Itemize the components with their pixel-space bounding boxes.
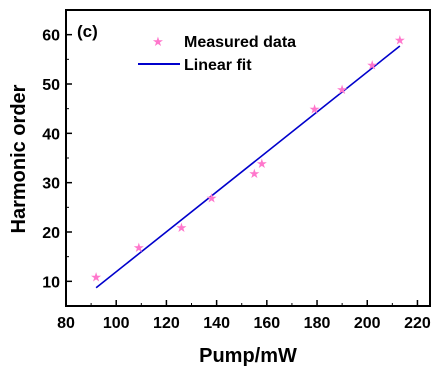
linear-fit-line <box>95 45 401 289</box>
y-tick-label: 40 <box>42 126 60 143</box>
x-tick-label: 140 <box>203 315 230 332</box>
legend: ★ Measured data Linear fit <box>138 34 296 74</box>
legend-star-marker: ★ <box>152 34 164 49</box>
legend-label-measured: Measured data <box>184 34 296 51</box>
legend-label-fit: Linear fit <box>184 57 252 74</box>
x-tick-label: 80 <box>57 315 75 332</box>
y-tick-label: 60 <box>42 28 60 45</box>
measured-point: ★ <box>133 240 145 255</box>
plot-frame <box>65 9 431 307</box>
x-tick-label: 180 <box>304 315 331 332</box>
measured-point: ★ <box>206 190 218 205</box>
y-tick-label: 50 <box>42 77 60 94</box>
y-axis-title: Harmonic order <box>8 84 30 233</box>
chart-marks: ★★★★★★★★★★ <box>90 33 406 289</box>
x-tick-label: 220 <box>404 315 431 332</box>
measured-point: ★ <box>248 166 260 181</box>
measured-point: ★ <box>394 33 406 48</box>
panel-label: (c) <box>77 22 98 41</box>
y-tick-label: 20 <box>42 225 60 242</box>
y-tick-label: 10 <box>42 274 60 291</box>
y-tick-label: 30 <box>42 176 60 193</box>
x-tick-label: 160 <box>253 315 280 332</box>
x-axis-title: Pump/mW <box>199 345 297 367</box>
x-tick-label: 120 <box>153 315 180 332</box>
measured-point: ★ <box>309 102 321 117</box>
measured-point: ★ <box>256 156 268 171</box>
measured-point: ★ <box>336 82 348 97</box>
axis-ticks: 80 100 120 140 160 180 200 220 10 20 30 40 50 60 <box>42 28 431 332</box>
x-tick-label: 200 <box>354 315 381 332</box>
measured-point: ★ <box>366 57 378 72</box>
measured-point: ★ <box>90 269 102 284</box>
measured-point: ★ <box>176 220 188 235</box>
x-tick-label: 100 <box>103 315 130 332</box>
